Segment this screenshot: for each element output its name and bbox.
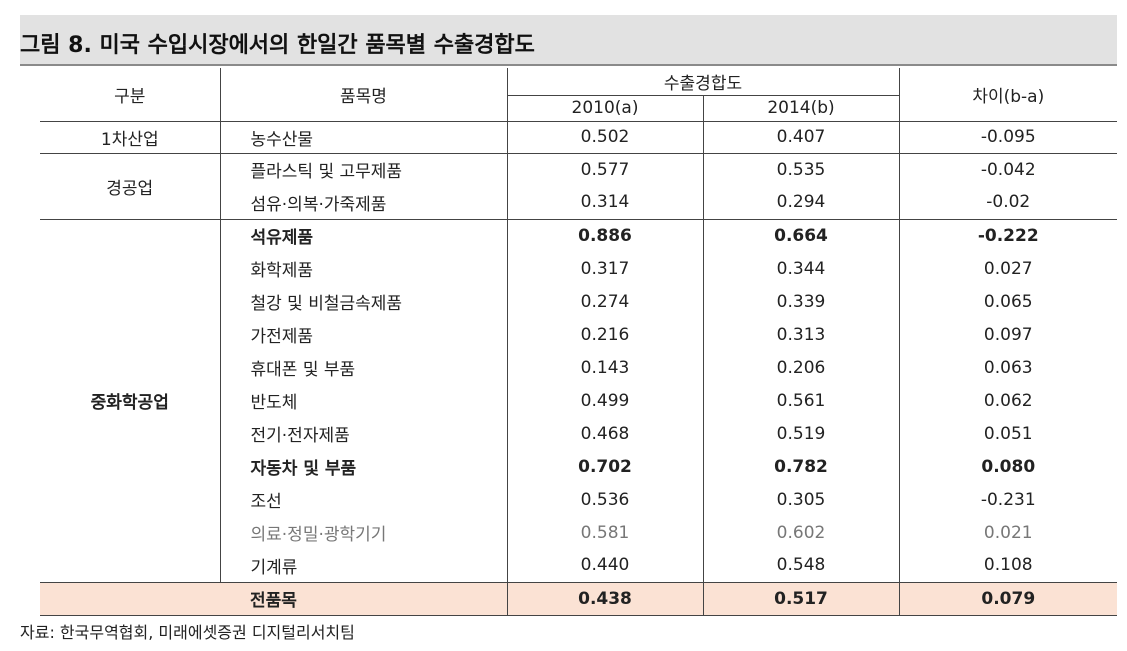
value-diff: 0.108	[983, 555, 1033, 576]
item-name: 가전제품	[220, 318, 508, 351]
value-2010: 0.274	[507, 285, 704, 318]
item-name: 전기·전자제품	[220, 417, 508, 450]
header-2014: 2014(b)	[703, 94, 900, 122]
total-value-2014: 0.517	[703, 581, 900, 616]
table-row: 의료·정밀·광학기기 0.581 0.602 0.021	[40, 516, 1117, 549]
value-2010: 0.499	[507, 384, 704, 417]
value-2014: 0.339	[703, 285, 900, 318]
value-diff: 0.065	[983, 291, 1033, 312]
value-2014: 0.305	[703, 483, 900, 516]
table-row: 1차산업 농수산물 0.502 0.407 -0.095	[40, 121, 1118, 154]
value-diff: 0.080	[981, 456, 1036, 477]
value-diff: -0.095	[899, 121, 1118, 154]
value-diff: 0.051	[983, 423, 1033, 444]
table-row: 가전제품 0.216 0.313 0.097	[40, 318, 1117, 351]
value-diff: 0.063	[983, 357, 1033, 378]
value-2014: 0.602	[703, 516, 900, 549]
table-row: 중화학공업 석유제품 0.886 0.664 -0.222	[40, 219, 1117, 582]
total-value-2010: 0.438	[507, 581, 704, 616]
item-name: 화학제품	[220, 252, 508, 285]
value-2014: 0.294	[703, 186, 900, 220]
value-2010: 0.702	[507, 450, 704, 483]
header-category: 구분	[40, 68, 221, 122]
item-name: 석유제품	[220, 219, 508, 252]
value-2010: 0.886	[507, 219, 704, 252]
value-diff: 0.027	[983, 258, 1033, 279]
item-name: 농수산물	[220, 121, 508, 154]
value-diff: -0.042	[980, 159, 1036, 180]
item-name: 의료·정밀·광학기기	[220, 516, 508, 549]
value-diff: -0.231	[980, 489, 1036, 510]
table-row: 기계류 0.440 0.548 0.108	[40, 549, 1117, 582]
title-bar: 그림 8. 미국 수입시장에서의 한일간 품목별 수출경합도	[20, 15, 1117, 66]
value-2010: 0.577	[507, 153, 704, 186]
value-2014: 0.206	[703, 351, 900, 384]
total-value-diff: 0.079	[899, 581, 1118, 616]
value-2014: 0.782	[703, 450, 900, 483]
value-2010: 0.536	[507, 483, 704, 516]
value-2014: 0.535	[703, 153, 900, 186]
item-name: 자동차 및 부품	[220, 450, 508, 483]
table-row: 철강 및 비철금속제품 0.274 0.339 0.065	[40, 285, 1117, 318]
value-2014: 0.313	[703, 318, 900, 351]
table-row: 화학제품 0.317 0.344 0.027	[40, 252, 1117, 285]
export-similarity-table: 구분 품목명 수출경합도 차이(b-a) 2010(a) 2014(b) 1차산…	[40, 68, 1118, 616]
value-2014: 0.561	[703, 384, 900, 417]
value-diff: 0.097	[983, 324, 1033, 345]
total-row: 전품목 0.438 0.517 0.079	[40, 581, 1118, 616]
value-2014: 0.407	[703, 121, 900, 154]
table-row: 휴대폰 및 부품 0.143 0.206 0.063	[40, 351, 1117, 384]
item-name: 반도체	[220, 384, 508, 417]
total-category-cell	[40, 581, 220, 616]
value-2010: 0.581	[507, 516, 704, 549]
value-diff: 0.021	[983, 522, 1033, 543]
item-name: 섬유·의복·가죽제품	[220, 186, 508, 220]
item-name: 플라스틱 및 고무제품	[220, 153, 508, 186]
header-item: 품목명	[220, 68, 508, 122]
table-row: 전기·전자제품 0.468 0.519 0.051	[40, 417, 1117, 450]
value-2010: 0.143	[507, 351, 704, 384]
header-2010: 2010(a)	[507, 94, 704, 122]
value-2010: 0.317	[507, 252, 704, 285]
value-2010: 0.502	[507, 121, 704, 154]
value-diff: -0.02	[899, 186, 1118, 220]
item-name: 철강 및 비철금속제품	[220, 285, 508, 318]
header-export-similarity-index: 수출경합도	[507, 68, 900, 96]
item-name: 기계류	[220, 549, 508, 582]
value-2014: 0.548	[703, 549, 900, 582]
value-diff: 0.062	[983, 390, 1033, 411]
category-cell: 중화학공업	[40, 219, 221, 582]
value-2010: 0.440	[507, 549, 704, 582]
category-cell: 경공업	[40, 153, 221, 220]
total-item-name: 전품목	[220, 581, 508, 616]
header-difference: 차이(b-a)	[899, 68, 1118, 122]
value-2014: 0.344	[703, 252, 900, 285]
table-row: 섬유·의복·가죽제품 0.314 0.294 -0.02	[40, 186, 1118, 220]
value-diff: -0.222	[977, 225, 1039, 246]
source-note: 자료: 한국무역협회, 미래에셋증권 디지털리서치팀	[20, 623, 355, 642]
value-2014: 0.664	[703, 219, 900, 252]
table-row: 자동차 및 부품 0.702 0.782 0.080	[40, 450, 1117, 483]
value-2010: 0.314	[507, 186, 704, 220]
item-name: 휴대폰 및 부품	[220, 351, 508, 384]
item-name: 조선	[220, 483, 508, 516]
category-cell: 1차산업	[40, 121, 221, 154]
value-2010: 0.216	[507, 318, 704, 351]
value-2010: 0.468	[507, 417, 704, 450]
table-row: 조선 0.536 0.305 -0.231	[40, 483, 1117, 516]
table-row: 경공업 플라스틱 및 고무제품 0.577 0.535 -0.042	[40, 153, 1117, 220]
table-row: 반도체 0.499 0.561 0.062	[40, 384, 1117, 417]
figure-title: 그림 8. 미국 수입시장에서의 한일간 품목별 수출경합도	[20, 33, 535, 58]
value-2014: 0.519	[703, 417, 900, 450]
